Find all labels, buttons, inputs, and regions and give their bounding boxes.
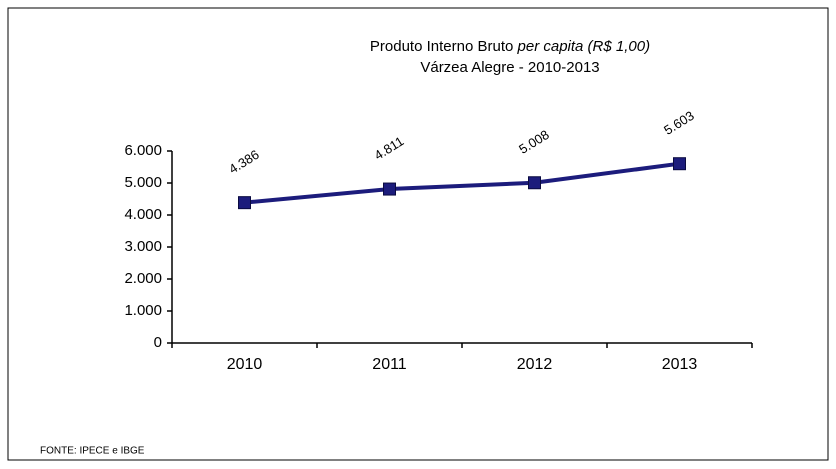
marker [383,182,396,196]
x-tick-label: 2012 [517,356,553,373]
x-tick-label: 2011 [372,356,407,373]
chart-border [7,7,829,461]
title-part: Produto Interno Bruto [370,38,513,55]
source-note: FONTE: IPECE e IBGE [40,446,145,457]
x-tick-label: 2010 [227,356,263,373]
marker [673,157,686,171]
y-tick-label: 4.000 [124,206,162,223]
y-tick-label: 0 [154,334,162,351]
title-part: per capita (R$ 1,00) [517,38,651,55]
marker [528,176,541,190]
chart-subtitle: Várzea Alegre - 2010-2013 [420,59,599,76]
line [244,161,680,205]
chart-title: Produto Interno Bruto per capita (R$ 1,0… [370,38,650,55]
y-tick-label: 3.000 [124,238,162,255]
y-tick-label: 6.000 [124,142,162,159]
y-tick-label: 1.000 [124,302,162,319]
y-tick-label: 5.000 [124,174,162,191]
y-tick-label: 2.000 [124,270,162,287]
marker [238,196,251,210]
x-tick-label: 2013 [662,356,698,373]
